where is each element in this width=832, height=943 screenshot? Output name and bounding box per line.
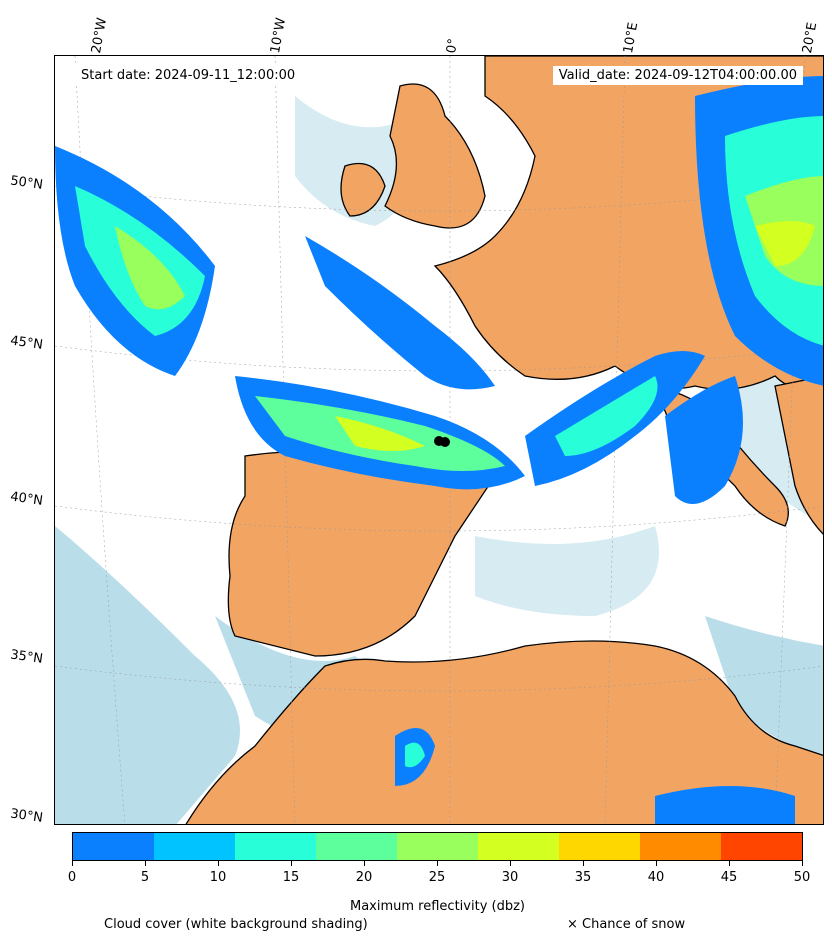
valid-date-label: Valid_date: 2024-09-12T04:00:00.00 <box>552 66 803 85</box>
colorbar-tick <box>583 861 584 866</box>
lon-label-0: 0° <box>444 37 462 55</box>
lat-label-30n: 30°N <box>9 806 44 826</box>
landmass-ireland <box>340 162 386 217</box>
colorbar-tick <box>656 861 657 866</box>
colorbar-tick-label: 40 <box>647 870 665 885</box>
colorbar-tick <box>437 861 438 866</box>
colorbar-tick <box>72 861 73 866</box>
colorbar-tick-label: 0 <box>67 870 77 885</box>
location-marker <box>434 436 450 447</box>
lon-label-10e: 10°E <box>621 21 642 55</box>
colorbar-tick-label: 5 <box>140 870 150 885</box>
landmass-balkans <box>774 375 823 535</box>
colorbar-cell <box>73 833 154 860</box>
colorbar-tick-label: 20 <box>355 870 373 885</box>
colorbar-tick <box>802 861 803 866</box>
colorbar-cell <box>235 833 316 860</box>
colorbar-tick <box>364 861 365 866</box>
landmass-africa <box>185 640 823 824</box>
lon-label-10w: 10°W <box>268 16 290 55</box>
start-date-label: Start date: 2024-09-11_12:00:00 <box>75 66 302 85</box>
colorbar-tick <box>145 861 146 866</box>
weather-map <box>55 56 823 824</box>
lat-label-45n: 45°N <box>9 333 44 353</box>
colorbar-tick-label: 30 <box>501 870 519 885</box>
colorbar-cell <box>559 833 640 860</box>
colorbar-cell <box>640 833 721 860</box>
lat-label-40n: 40°N <box>9 489 44 509</box>
colorbar-tick-label: 35 <box>574 870 592 885</box>
landmass-britain <box>384 83 486 229</box>
colorbar-tick-label: 25 <box>428 870 446 885</box>
cloud-cover-note: Cloud cover (white background shading) <box>104 917 368 932</box>
colorbar-label: Maximum reflectivity (dbz) <box>350 899 525 914</box>
reflectivity-field <box>55 76 823 824</box>
colorbar-tick <box>291 861 292 866</box>
colorbar-tick <box>510 861 511 866</box>
snow-legend: × Chance of snow <box>567 917 686 932</box>
colorbar-tick-label: 10 <box>209 870 227 885</box>
colorbar-cell <box>721 833 802 860</box>
colorbar-tick-label: 45 <box>720 870 738 885</box>
lon-label-20e: 20°E <box>800 21 821 55</box>
colorbar-tick <box>729 861 730 866</box>
colorbar-tick-label: 50 <box>793 870 811 885</box>
colorbar-cell <box>316 833 397 860</box>
colorbar-cell <box>397 833 478 860</box>
lon-label-20w: 20°W <box>89 16 111 55</box>
colorbar-tick-label: 15 <box>282 870 300 885</box>
lat-label-35n: 35°N <box>9 647 44 667</box>
colorbar-cell <box>478 833 559 860</box>
lat-label-50n: 50°N <box>9 173 44 193</box>
colorbar-tick <box>218 861 219 866</box>
map-panel[interactable]: Start date: 2024-09-11_12:00:00 Valid_da… <box>54 55 824 825</box>
colorbar-cell <box>154 833 235 860</box>
reflectivity-colorbar <box>72 832 803 861</box>
